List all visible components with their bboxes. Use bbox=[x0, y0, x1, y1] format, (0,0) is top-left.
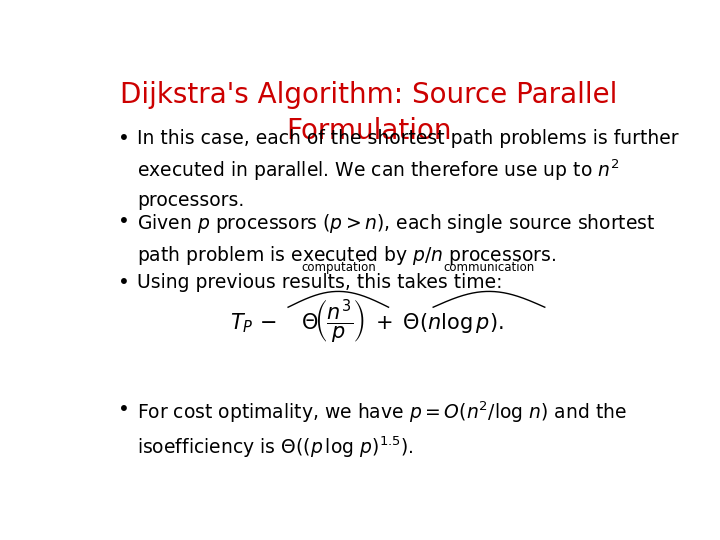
Text: •: • bbox=[118, 212, 130, 232]
Text: $T_P\,-\quad\Theta\!\left(\dfrac{n^3}{p}\right)\;+\;\Theta(n\log p).$: $T_P\,-\quad\Theta\!\left(\dfrac{n^3}{p}… bbox=[230, 297, 503, 344]
Text: Given $p$ processors ($p > n$), each single source shortest
path problem is exec: Given $p$ processors ($p > n$), each sin… bbox=[138, 212, 656, 267]
Text: For cost optimality, we have $p = O(n^2/\log\,n)$ and the
isoefficiency is $\The: For cost optimality, we have $p = O(n^2/… bbox=[138, 400, 627, 460]
Text: In this case, each of the shortest path problems is further
executed in parallel: In this case, each of the shortest path … bbox=[138, 129, 679, 210]
Text: communication: communication bbox=[444, 261, 534, 274]
Text: Dijkstra's Algorithm: Source Parallel
Formulation: Dijkstra's Algorithm: Source Parallel Fo… bbox=[120, 82, 618, 145]
Text: •: • bbox=[118, 273, 130, 292]
Text: •: • bbox=[118, 400, 130, 419]
Text: computation: computation bbox=[301, 261, 376, 274]
Text: •: • bbox=[118, 129, 130, 149]
Text: Using previous results, this takes time:: Using previous results, this takes time: bbox=[138, 273, 503, 292]
